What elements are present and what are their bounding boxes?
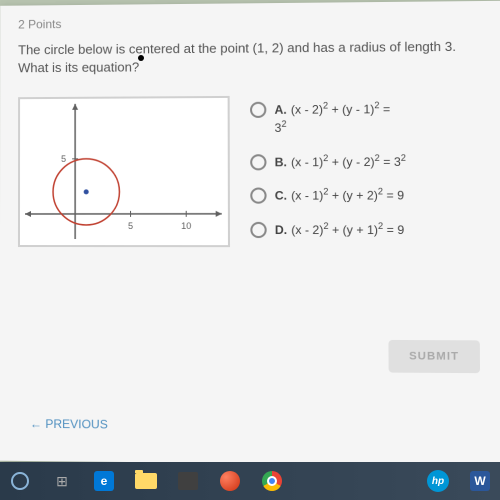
option-a-text: A.(x - 2)2 + (y - 1)2 =32 (274, 100, 390, 136)
windows-taskbar: ⊞ e hp W (0, 462, 500, 500)
option-c[interactable]: C.(x - 1)2 + (y + 2)2 = 9 (250, 186, 491, 204)
previous-link[interactable]: ← PREVIOUS (30, 417, 108, 432)
question-line2: What is its equation? (18, 56, 491, 78)
option-a[interactable]: A.(x - 2)2 + (y - 1)2 =32 (250, 100, 491, 137)
app-icon-red[interactable] (218, 469, 242, 493)
graph-svg: 5 10 5 (20, 98, 228, 245)
x-axis-arrow-left (25, 211, 31, 217)
file-explorer-icon[interactable] (134, 469, 158, 493)
store-icon[interactable] (176, 469, 200, 493)
y-axis-arrow (72, 104, 78, 110)
radio-a[interactable] (250, 102, 266, 118)
hp-icon[interactable]: hp (426, 469, 450, 493)
y-tick-5-label: 5 (61, 154, 66, 164)
edge-icon[interactable]: e (92, 469, 116, 493)
answer-list: A.(x - 2)2 + (y - 1)2 =32 B.(x - 1)2 + (… (250, 95, 492, 255)
circle-center-dot (84, 190, 89, 195)
word-icon[interactable]: W (468, 469, 492, 493)
x-tick-10-label: 10 (181, 221, 191, 231)
quiz-screen: 2 Points The circle below is centered at… (0, 1, 500, 466)
submit-button[interactable]: SUBMIT (388, 340, 480, 373)
task-view-icon[interactable]: ⊞ (50, 469, 74, 493)
option-c-text: C.(x - 1)2 + (y + 2)2 = 9 (275, 186, 404, 204)
option-d[interactable]: D.(x - 2)2 + (y + 1)2 = 9 (250, 221, 491, 239)
option-b[interactable]: B.(x - 1)2 + (y - 2)2 = 32 (250, 152, 491, 171)
cursor-artifact (138, 55, 144, 61)
x-axis-arrow (216, 211, 222, 217)
option-b-text: B.(x - 1)2 + (y - 2)2 = 32 (275, 152, 406, 170)
option-d-text: D.(x - 2)2 + (y + 1)2 = 9 (275, 221, 404, 239)
radio-b[interactable] (250, 154, 266, 170)
radio-c[interactable] (250, 188, 266, 204)
points-label: 2 Points (18, 13, 490, 31)
question-line1: The circle below is centered at the poin… (18, 37, 490, 59)
cortana-icon[interactable] (8, 469, 32, 493)
radio-d[interactable] (250, 222, 266, 238)
chrome-icon[interactable] (260, 469, 284, 493)
question-text: The circle below is centered at the poin… (18, 37, 491, 77)
circle-graph: 5 10 5 (18, 96, 230, 247)
x-tick-5-label: 5 (128, 221, 133, 231)
